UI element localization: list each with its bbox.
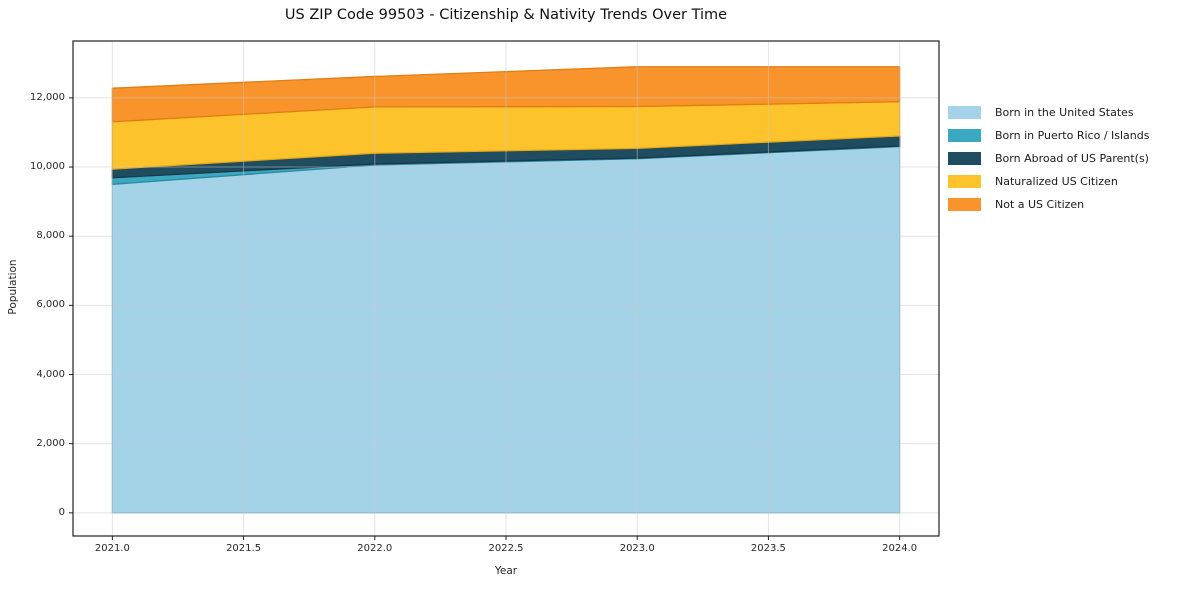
legend-item-born-abroad-of-us-parent-s: Born Abroad of US Parent(s) (948, 147, 1149, 170)
legend-swatch-icon (948, 175, 981, 188)
y-tick-label: 2,000 (36, 437, 65, 449)
y-tick-label: 10,000 (30, 161, 65, 173)
x-tick-label: 2023.0 (619, 543, 655, 554)
x-tick-label: 2021.0 (94, 543, 130, 554)
tick-marks (69, 97, 901, 540)
chart-title: US ZIP Code 99503 - Citizenship & Nativi… (284, 7, 728, 23)
legend-swatch-icon (948, 129, 981, 142)
y-tick-label: 8,000 (36, 230, 65, 242)
legend-label: Not a US Citizen (995, 198, 1085, 211)
legend-item-born-in-puerto-rico-islands: Born in Puerto Rico / Islands (948, 124, 1149, 147)
y-tick-label: 6,000 (36, 299, 65, 311)
legend-label: Born Abroad of US Parent(s) (995, 152, 1149, 165)
y-tick-label: 12,000 (30, 91, 65, 103)
x-tick-label: 2022.5 (488, 543, 524, 554)
legend-item-not-a-us-citizen: Not a US Citizen (948, 193, 1149, 216)
legend-item-born-in-the-united-states: Born in the United States (948, 101, 1149, 124)
legend-swatch-icon (948, 198, 981, 211)
x-tick-label: 2021.5 (226, 543, 262, 554)
x-tick-label: 2023.5 (750, 543, 786, 554)
legend-label: Naturalized US Citizen (995, 175, 1118, 188)
gridlines (73, 41, 939, 536)
legend-item-naturalized-us-citizen: Naturalized US Citizen (948, 170, 1149, 193)
x-axis-label: Year (494, 565, 518, 577)
y-tick-label: 0 (58, 506, 65, 518)
y-tick-label: 4,000 (36, 368, 65, 380)
x-tick-label: 2022.0 (357, 543, 393, 554)
legend-label: Born in the United States (995, 106, 1134, 119)
legend-label: Born in Puerto Rico / Islands (995, 129, 1150, 142)
legend-swatch-icon (948, 106, 981, 119)
x-tick-label: 2024.0 (882, 543, 918, 554)
legend-swatch-icon (948, 152, 981, 165)
legend: Born in the United States Born in Puerto … (948, 101, 1149, 216)
